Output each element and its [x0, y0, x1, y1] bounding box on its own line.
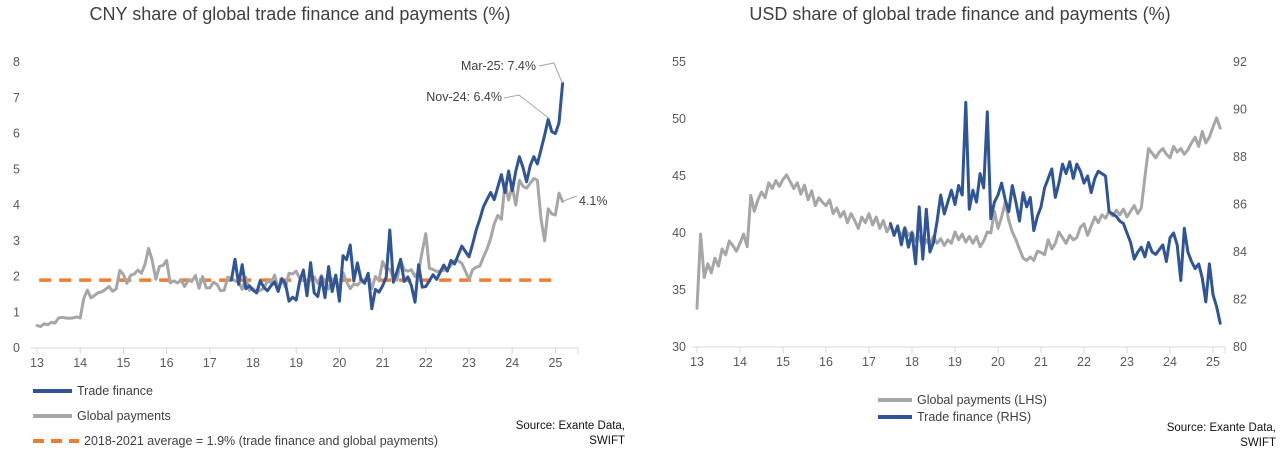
y-right-tick-label: 80 — [1233, 340, 1247, 354]
usd-source-note: Source: Exante Data, SWIFT — [1167, 421, 1276, 451]
y-left-tick-label: 40 — [672, 226, 686, 240]
trade-finance-line — [229, 81, 565, 311]
x-tick-label: 13 — [30, 356, 44, 370]
y-left-tick-label: 6 — [13, 127, 20, 141]
y-right-tick-label: 84 — [1233, 245, 1247, 259]
legend-label: 2018-2021 average = 1.9% (trade finance … — [84, 434, 439, 448]
x-tick-label: 19 — [289, 356, 303, 370]
y-right-tick-label: 92 — [1233, 55, 1247, 69]
x-tick-label: 20 — [991, 355, 1005, 369]
cny-chart-title: CNY share of global trade finance and pa… — [89, 4, 511, 24]
annotation-label: Mar-25: 7.4% — [461, 59, 536, 73]
x-tick-label: 19 — [948, 355, 962, 369]
cny-source-note: Source: Exante Data, SWIFT — [516, 419, 625, 449]
legend-label: Trade finance — [77, 384, 153, 398]
cny-legend: Trade finance Global payments 2018-2021 … — [33, 384, 438, 448]
x-tick-label: 17 — [862, 355, 876, 369]
legend-label: Trade finance (RHS) — [917, 410, 1032, 424]
y-right-tick-label: 86 — [1233, 198, 1247, 212]
x-tick-label: 20 — [332, 356, 346, 370]
y-left-tick-label: 50 — [672, 112, 686, 126]
global-payments-line-swatch — [878, 398, 912, 402]
source-line-2: SWIFT — [1240, 437, 1276, 449]
source-line-1: Source: Exante Data, — [1166, 422, 1276, 434]
legend-item-global-payments-lhs: Global payments (LHS) — [878, 393, 1047, 407]
x-tick-label: 21 — [1034, 355, 1048, 369]
y-left-tick-label: 3 — [13, 234, 20, 248]
legend-label: Global payments — [77, 409, 171, 423]
legend-item-trade-finance-rhs: Trade finance (RHS) — [878, 410, 1047, 424]
x-tick-label: 13 — [690, 355, 704, 369]
global-payments-line-swatch — [33, 414, 72, 418]
x-tick-label: 16 — [819, 355, 833, 369]
y-left-tick-label: 7 — [13, 91, 20, 105]
annotation-leader-line — [562, 195, 578, 202]
y-left-tick-label: 0 — [13, 341, 20, 355]
x-tick-label: 22 — [419, 356, 433, 370]
y-left-tick-label: 55 — [672, 55, 686, 69]
y-left-tick-label: 4 — [13, 198, 20, 212]
y-right-tick-label: 82 — [1233, 293, 1247, 307]
x-tick-label: 22 — [1077, 355, 1091, 369]
global-payments-lhs-line — [695, 116, 1222, 310]
y-left-tick-label: 2 — [13, 270, 20, 284]
x-tick-label: 24 — [505, 356, 519, 370]
trade-finance-line-swatch — [878, 415, 912, 419]
annotation-label: Nov-24: 6.4% — [426, 90, 502, 104]
y-left-tick-label: 5 — [13, 162, 20, 176]
usd-plot-area: 13 14 15 16 17 18 19 20 21 22 23 24 25 30 35 40 45 50 55 80… — [672, 55, 1247, 369]
x-tick-label: 24 — [1163, 355, 1177, 369]
source-line-1: Source: Exante Data, — [515, 420, 625, 432]
y-left-tick-label: 1 — [13, 305, 20, 319]
x-tick-label: 14 — [73, 356, 87, 370]
y-left-tick-label: 30 — [672, 340, 686, 354]
average-dashed-line-swatch — [33, 439, 79, 443]
y-left-tick-label: 35 — [672, 283, 686, 297]
annotation-leader-line — [538, 62, 564, 84]
x-tick-label: 15 — [116, 356, 130, 370]
x-tick-label: 15 — [776, 355, 790, 369]
usd-legend: Global payments (LHS) Trade finance (RHS… — [878, 393, 1047, 424]
y-right-tick-label: 88 — [1233, 150, 1247, 164]
cny-chart: CNY share of global trade finance and pa… — [13, 4, 625, 449]
x-tick-label: 18 — [246, 356, 260, 370]
x-tick-label: 23 — [462, 356, 476, 370]
usd-chart-title: USD share of global trade finance and pa… — [749, 4, 1171, 24]
y-left-tick-label: 8 — [13, 55, 20, 69]
annotation-leader-line — [503, 94, 551, 120]
y-left-tick-label: 45 — [672, 169, 686, 183]
x-tick-label: 23 — [1120, 355, 1134, 369]
source-line-2: SWIFT — [589, 435, 625, 447]
x-tick-label: 16 — [160, 356, 174, 370]
legend-label: Global payments (LHS) — [917, 393, 1047, 407]
legend-item-global-payments: Global payments — [33, 409, 438, 423]
x-tick-label: 17 — [203, 356, 217, 370]
x-tick-label: 21 — [376, 356, 390, 370]
x-tick-label: 14 — [733, 355, 747, 369]
global-payments-line — [35, 177, 565, 329]
annotation-label: 4.1% — [579, 194, 608, 208]
x-tick-label: 25 — [548, 356, 562, 370]
x-tick-label: 18 — [905, 355, 919, 369]
legend-item-average-line: 2018-2021 average = 1.9% (trade finance … — [33, 434, 438, 448]
y-right-tick-label: 90 — [1233, 103, 1247, 117]
usd-chart: USD share of global trade finance and pa… — [640, 0, 1280, 454]
x-tick-label: 25 — [1206, 355, 1220, 369]
trade-finance-rhs-line — [889, 100, 1222, 325]
legend-item-trade-finance: Trade finance — [33, 384, 438, 398]
trade-finance-line-swatch — [33, 389, 72, 393]
